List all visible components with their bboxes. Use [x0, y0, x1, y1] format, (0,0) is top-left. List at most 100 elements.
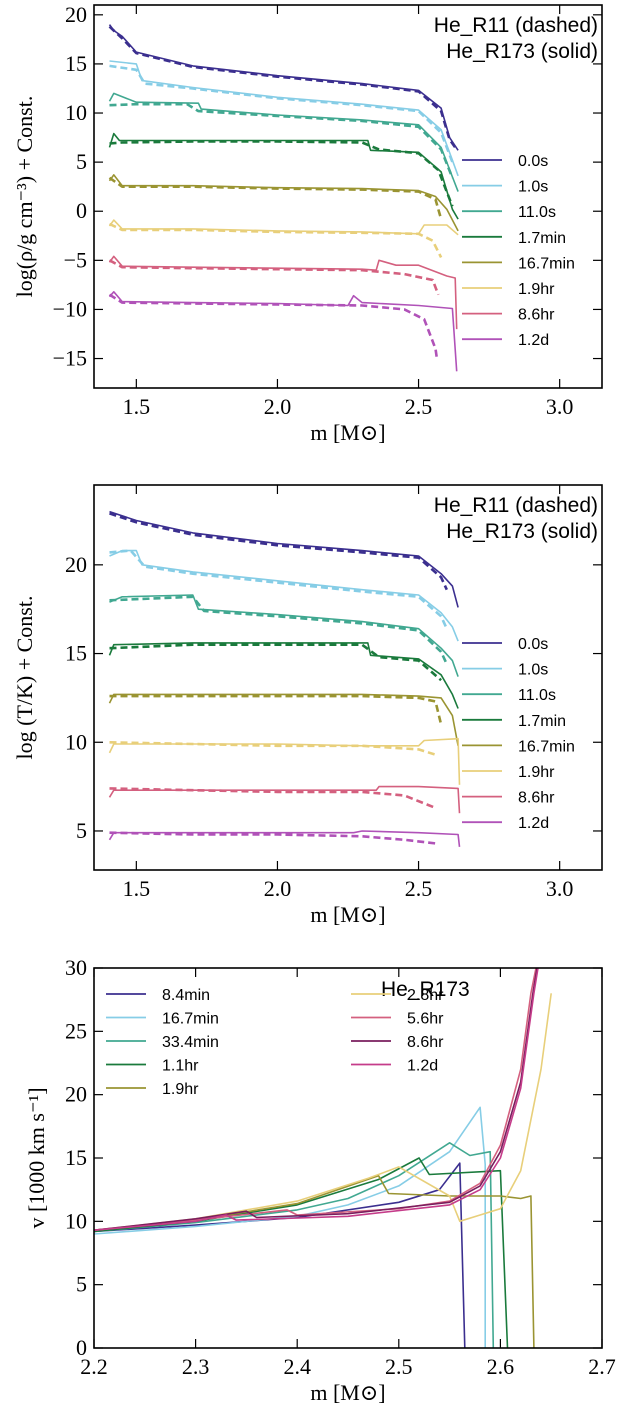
legend-label: 8.6hr [407, 1034, 444, 1051]
annotation-line: He_R173 (solid) [446, 40, 598, 63]
plot-frame [93, 484, 603, 871]
legend-label: 16.7min [518, 255, 575, 272]
legend-label: 33.4min [162, 1034, 219, 1051]
x-tick-label: 2.2 [80, 1354, 108, 1379]
y-tick-label: 20 [65, 2, 87, 27]
series-1.9hr-solid [94, 1174, 535, 1348]
series-1.0s-solid [109, 60, 459, 177]
series-8.6hr-dashed [109, 787, 436, 810]
legend: 0.0s 1.0s 11.0s 1.7min 16.7min 1.9hr 8.6hr 1.2d [462, 153, 575, 349]
series-1.0s-solid [109, 549, 459, 642]
series-1.9hr-solid [108, 737, 461, 785]
plot-area [108, 24, 459, 372]
x-tick-label: 2.4 [283, 1354, 311, 1379]
series-11.0s-dashed [109, 595, 448, 665]
y-tick-label: 25 [65, 1018, 87, 1043]
chart-2: 1.5 2.0 2.5 3.0 5 10 15 20 m [M⊙] log (T/K) + Con… [12, 484, 603, 927]
series-5.6hr-solid [94, 968, 537, 1231]
plot-area [94, 968, 552, 1348]
legend-label: 0.0s [518, 153, 548, 170]
y-tick-label: 15 [65, 1145, 87, 1170]
annotation-line: He_R11 (dashed) [434, 494, 598, 517]
series-16.7min-solid [94, 1106, 487, 1348]
y-tick-label: 5 [76, 818, 87, 843]
series-11.0s-solid [109, 594, 459, 677]
y-tick-label: 5 [76, 1272, 87, 1297]
series-1.7min-solid [108, 132, 459, 220]
series-2.8hr-solid [94, 993, 552, 1231]
legend: 8.4min 16.7min 33.4min 1.1hr 1.9hr 2.8hr 5.6hr… [106, 987, 444, 1098]
legend-label: 1.0s [518, 179, 548, 196]
y-tick-label: 30 [65, 955, 87, 980]
series-16.7min-dashed [109, 694, 443, 725]
x-tick-label: 2.5 [405, 876, 433, 901]
legend-label: 0.0s [518, 636, 548, 653]
series-1.0s-dashed [109, 549, 448, 630]
y-tick-label: 20 [65, 552, 87, 577]
legend-label: 1.2d [518, 332, 549, 349]
plot-area [108, 510, 461, 847]
legend-label: 16.7min [518, 738, 575, 755]
y-axis-label: v [1000 km s⁻¹] [24, 1087, 49, 1228]
x-tick-label: 3.0 [546, 876, 574, 901]
x-tick-label: 2.5 [385, 1354, 413, 1379]
series-1.2d-solid [108, 830, 461, 847]
legend-label: 1.2d [407, 1058, 438, 1075]
plot-frame [93, 4, 603, 389]
x-tick-label: 2.6 [487, 1354, 515, 1379]
series-1.0s-dashed [109, 64, 454, 163]
chart-1: 1.5 2.0 2.5 3.0 −15 −10 −5 0 5 10 15 20 m [M⊙] log(ρ/… [12, 2, 603, 445]
x-axis-label: m [M⊙] [310, 902, 385, 927]
x-tick-label: 2.0 [264, 394, 292, 419]
x-axis-label: m [M⊙] [310, 420, 385, 445]
y-tick-label: −10 [53, 296, 87, 321]
series-8.4min-solid [94, 1162, 466, 1348]
y-axis-label: log (T/K) + Const. [12, 596, 37, 760]
series-11.0s-dashed [109, 102, 454, 179]
series-0.0s-solid [109, 510, 459, 608]
y-tick-label: 0 [76, 1335, 87, 1360]
legend-label: 2.8hr [407, 987, 444, 1004]
series-1.2d-dashed [109, 831, 436, 845]
x-tick-label: 3.0 [546, 394, 574, 419]
x-tick-label: 1.5 [123, 876, 151, 901]
x-tick-label: 2.0 [264, 876, 292, 901]
y-tick-label: −15 [53, 346, 87, 371]
y-tick-label: 15 [65, 51, 87, 76]
y-tick-label: 0 [76, 198, 87, 223]
legend-label: 8.6hr [518, 307, 555, 324]
x-tick-label: 1.5 [123, 394, 151, 419]
legend-label: 5.6hr [407, 1011, 444, 1028]
series-8.6hr-solid [108, 785, 461, 814]
legend-label: 1.1hr [162, 1058, 199, 1075]
x-tick-label: 2.3 [182, 1354, 210, 1379]
legend-label: 1.9hr [518, 281, 555, 298]
legend: 0.0s 1.0s 11.0s 1.7min 16.7min 1.9hr 8.6hr 1.2d [462, 636, 575, 832]
x-tick-label: 2.5 [405, 394, 433, 419]
series-8.6hr-dashed [108, 259, 440, 296]
series-8.6hr-solid [94, 968, 538, 1231]
series-33.4min-solid [94, 1142, 495, 1348]
y-tick-label: 10 [65, 729, 87, 754]
series-16.7min-dashed [108, 176, 443, 220]
y-tick-label: 5 [76, 149, 87, 174]
series-1.7min-solid [108, 642, 459, 709]
series-1.7min-dashed [109, 643, 442, 682]
y-tick-label: 15 [65, 641, 87, 666]
legend-label: 1.7min [518, 713, 566, 730]
legend-label: 1.2d [518, 815, 549, 832]
series-1.9hr-dashed [108, 222, 443, 258]
y-axis-label: log(ρ/g cm⁻³) + Const. [12, 96, 37, 298]
series-1.2d-dashed [108, 293, 439, 359]
series-0.0s-dashed [108, 25, 457, 149]
legend-label: 1.9hr [162, 1081, 199, 1098]
annotation-line: He_R173 [381, 978, 470, 1001]
y-tick-label: 10 [65, 1208, 87, 1233]
legend-label: 1.0s [518, 662, 548, 679]
y-tick-label: −5 [64, 247, 87, 272]
series-16.7min-solid [108, 174, 459, 232]
chart-3: 2.2 2.3 2.4 2.5 2.6 2.7 0 5 10 15 20 25 30 m [M⊙] v [1… [24, 955, 616, 1405]
series-16.7min-solid [108, 693, 459, 746]
legend-label: 11.0s [518, 204, 556, 221]
